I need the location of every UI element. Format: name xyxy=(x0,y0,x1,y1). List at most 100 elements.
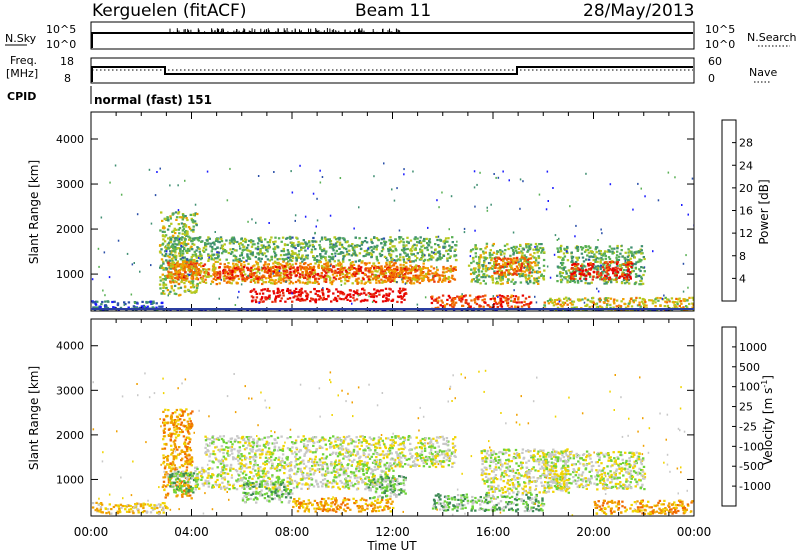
heatmap-cell xyxy=(182,269,185,272)
heatmap-cell xyxy=(389,274,392,277)
heatmap-cell xyxy=(402,309,406,311)
heatmap-cell xyxy=(374,300,378,304)
heatmap-cell xyxy=(173,250,176,253)
heatmap-cell xyxy=(276,291,279,294)
heatmap-cell xyxy=(317,282,320,285)
heatmap-cell xyxy=(279,299,282,303)
heatmap-cell xyxy=(345,250,349,253)
heatmap-cell xyxy=(430,297,434,300)
heatmap-cell xyxy=(623,257,626,260)
heatmap-cell xyxy=(166,459,169,462)
heatmap-cell xyxy=(537,248,540,251)
heatmap-cell xyxy=(512,257,515,260)
heatmap-cell xyxy=(162,410,165,413)
heatmap-cell xyxy=(216,251,218,254)
heatmap-cell xyxy=(183,282,186,285)
heatmap-cell xyxy=(187,269,190,272)
heatmap-cell xyxy=(226,199,229,202)
heatmap-cell xyxy=(264,247,267,250)
heatmap-cell xyxy=(204,274,207,277)
heatmap-cell xyxy=(537,282,540,285)
heatmap-cell xyxy=(240,252,244,255)
heatmap-cell xyxy=(229,270,232,273)
heatmap-cell xyxy=(286,297,290,300)
heatmap-cell xyxy=(557,255,560,259)
heatmap-cell xyxy=(389,248,392,251)
heatmap-cell xyxy=(367,275,371,278)
heatmap-cell xyxy=(178,254,181,258)
heatmap-cell xyxy=(661,297,664,300)
heatmap-cell xyxy=(162,268,165,271)
heatmap-cell xyxy=(358,270,361,273)
heatmap-cell xyxy=(594,258,597,261)
heatmap-cell xyxy=(102,309,105,311)
heatmap-cell xyxy=(392,272,395,275)
heatmap-cell xyxy=(558,297,561,300)
heatmap-cell xyxy=(240,254,243,257)
heatmap-cell xyxy=(385,294,388,297)
heatmap-cell xyxy=(627,261,631,264)
heatmap-cell xyxy=(152,300,155,303)
heatmap-cell xyxy=(170,444,173,447)
heatmap-cell xyxy=(504,263,507,266)
heatmap-cell xyxy=(224,266,227,269)
heatmap-cell xyxy=(489,298,492,301)
heatmap-cell xyxy=(473,299,476,302)
heatmap-cell xyxy=(111,300,114,304)
heatmap-cell xyxy=(161,219,164,222)
heatmap-cell xyxy=(195,255,198,258)
heatmap-cell xyxy=(589,267,593,270)
heatmap-cell xyxy=(589,255,592,258)
heatmap-cell xyxy=(163,283,166,286)
heatmap-cell xyxy=(190,245,193,248)
heatmap-cell xyxy=(319,255,323,258)
heatmap-cell xyxy=(401,238,405,241)
heatmap-cell xyxy=(390,253,393,256)
heatmap-cell xyxy=(249,280,253,283)
heatmap-cell xyxy=(124,508,127,511)
heatmap-cell xyxy=(128,508,131,511)
nsearch-label: N.Search xyxy=(747,31,797,44)
heatmap-cell xyxy=(249,273,252,276)
heatmap-cell xyxy=(371,293,374,296)
heatmap-cell xyxy=(236,275,240,278)
heatmap-cell xyxy=(193,237,196,240)
heatmap-cell xyxy=(297,293,301,296)
heatmap-cell xyxy=(595,246,599,249)
heatmap-cell xyxy=(162,431,166,434)
heatmap-cell xyxy=(112,306,115,309)
heatmap-cell xyxy=(198,263,201,267)
heatmap-cell xyxy=(488,267,491,271)
heatmap-cell xyxy=(272,274,276,277)
heatmap-cell xyxy=(288,262,291,266)
heatmap-cell xyxy=(190,217,193,220)
heatmap-cell xyxy=(437,244,440,247)
heatmap-cell xyxy=(209,245,212,248)
heatmap-cell xyxy=(470,261,473,265)
heatmap-cell xyxy=(503,252,506,255)
heatmap-cell xyxy=(318,290,321,293)
heatmap-cell xyxy=(173,256,177,259)
heatmap-cell xyxy=(198,256,200,259)
heatmap-cell xyxy=(272,267,275,270)
heatmap-cell xyxy=(290,170,292,173)
heatmap-cell xyxy=(603,276,606,279)
heatmap-cell xyxy=(360,261,363,264)
heatmap-cell xyxy=(512,245,516,248)
heatmap-cell xyxy=(132,512,135,515)
heatmap-cell xyxy=(575,269,578,273)
heatmap-cell xyxy=(299,295,302,298)
heatmap-cell xyxy=(283,272,287,275)
heatmap-cell xyxy=(543,304,547,307)
heatmap-cell xyxy=(396,268,399,271)
heatmap-cell xyxy=(580,248,584,251)
heatmap-cell xyxy=(188,227,192,230)
heatmap-cell xyxy=(232,259,235,262)
heatmap-cell xyxy=(391,264,395,267)
heatmap-cell xyxy=(253,264,256,267)
heatmap-cell xyxy=(329,240,332,243)
heatmap-cell xyxy=(441,305,444,308)
heatmap-cell xyxy=(181,273,185,276)
heatmap-cell xyxy=(552,187,554,189)
heatmap-cell xyxy=(432,299,436,302)
